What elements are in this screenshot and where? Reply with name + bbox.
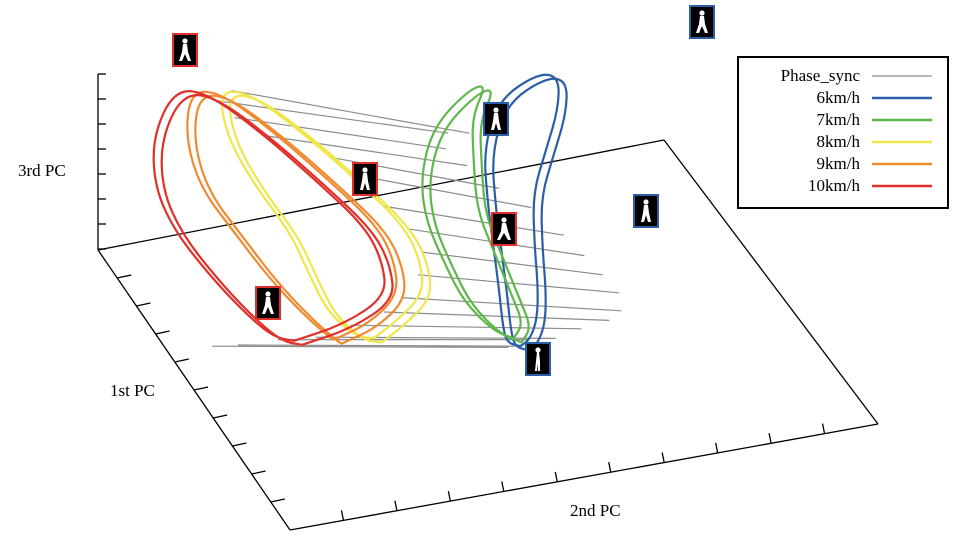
x-tick-9 — [270, 498, 285, 503]
floor-back-edge — [97, 139, 665, 251]
walker-marker-red-2 — [352, 162, 378, 196]
z-axis-ticks — [98, 73, 106, 250]
legend-label-3: 8km/h — [817, 132, 861, 151]
sync-line-16 — [212, 345, 509, 348]
legend-box — [737, 56, 949, 209]
x-tick-1 — [117, 274, 132, 279]
series-layer — [152, 73, 622, 352]
y-tick-1 — [340, 510, 345, 521]
legend-label-0: Phase_sync — [781, 66, 861, 85]
legend-entries: Phase_sync 6km/h 7km/h 8km/h 9km/h 10km/h — [781, 66, 932, 195]
walker-markers — [172, 5, 715, 376]
y-tick-8 — [714, 442, 719, 454]
series-loop-0 — [186, 90, 398, 341]
walker-marker-blue-2 — [483, 102, 509, 136]
y-tick-7 — [661, 452, 665, 463]
sync-line-8 — [420, 251, 603, 276]
sync-line-15 — [237, 344, 521, 347]
legend-label-1: 6km/h — [817, 88, 861, 107]
y-tick-6 — [608, 462, 612, 473]
y-axis-label: 2nd PC — [570, 501, 621, 520]
series-loop-1 — [160, 94, 394, 346]
legend: Phase_sync 6km/h 7km/h 8km/h 9km/h 10km/h — [737, 56, 949, 209]
y-tick-5 — [554, 471, 558, 482]
series-7km-h — [421, 85, 530, 344]
sync-line-10 — [400, 297, 622, 312]
series-8km-h — [220, 90, 432, 344]
series-loop-0 — [421, 85, 522, 340]
sync-line-11 — [383, 311, 610, 321]
legend-label-5: 10km/h — [808, 176, 860, 195]
sync-line-9 — [417, 274, 620, 294]
walker-marker-blue-1 — [689, 5, 715, 39]
legend-label-4: 9km/h — [817, 154, 861, 173]
walker-marker-blue-3 — [633, 194, 659, 228]
floor-plane — [97, 139, 879, 531]
y-axis-ticks — [340, 423, 826, 521]
y-tick-2 — [394, 500, 398, 511]
floor-right-edge — [663, 139, 879, 425]
y-tick-3 — [447, 490, 452, 502]
z-axis — [97, 73, 106, 250]
sync-line-1 — [212, 99, 449, 134]
x-axis-ticks — [117, 274, 285, 503]
x-tick-3 — [155, 330, 170, 335]
series-9km-h — [186, 90, 406, 345]
x-tick-2 — [136, 302, 151, 307]
series-loop-1 — [228, 94, 432, 344]
walker-marker-red-3 — [491, 212, 517, 246]
z-axis-label: 3rd PC — [18, 161, 66, 180]
y-tick-9 — [768, 433, 772, 444]
x-tick-4 — [174, 358, 189, 363]
series-loop-0 — [220, 90, 424, 340]
y-tick-10 — [821, 423, 826, 434]
sync-line-6 — [384, 205, 564, 236]
x-axis-label: 1st PC — [110, 381, 155, 400]
walker-marker-red-1 — [172, 33, 198, 67]
legend-label-2: 7km/h — [817, 110, 861, 129]
x-tick-8 — [251, 470, 266, 475]
walker-marker-blue-4 — [525, 342, 551, 376]
x-tick-6 — [213, 414, 228, 419]
series-10km-h — [152, 90, 394, 346]
sync-line-5 — [362, 175, 532, 209]
floor-front-edge — [289, 423, 879, 531]
series-loop-1 — [194, 94, 406, 345]
series-loop-1 — [429, 89, 530, 344]
y-tick-4 — [501, 481, 505, 492]
x-tick-5 — [193, 386, 209, 391]
sync-line-0 — [231, 90, 470, 134]
x-tick-7 — [232, 442, 247, 447]
walker-marker-red-4 — [255, 286, 281, 320]
sync-line-2 — [234, 117, 447, 150]
